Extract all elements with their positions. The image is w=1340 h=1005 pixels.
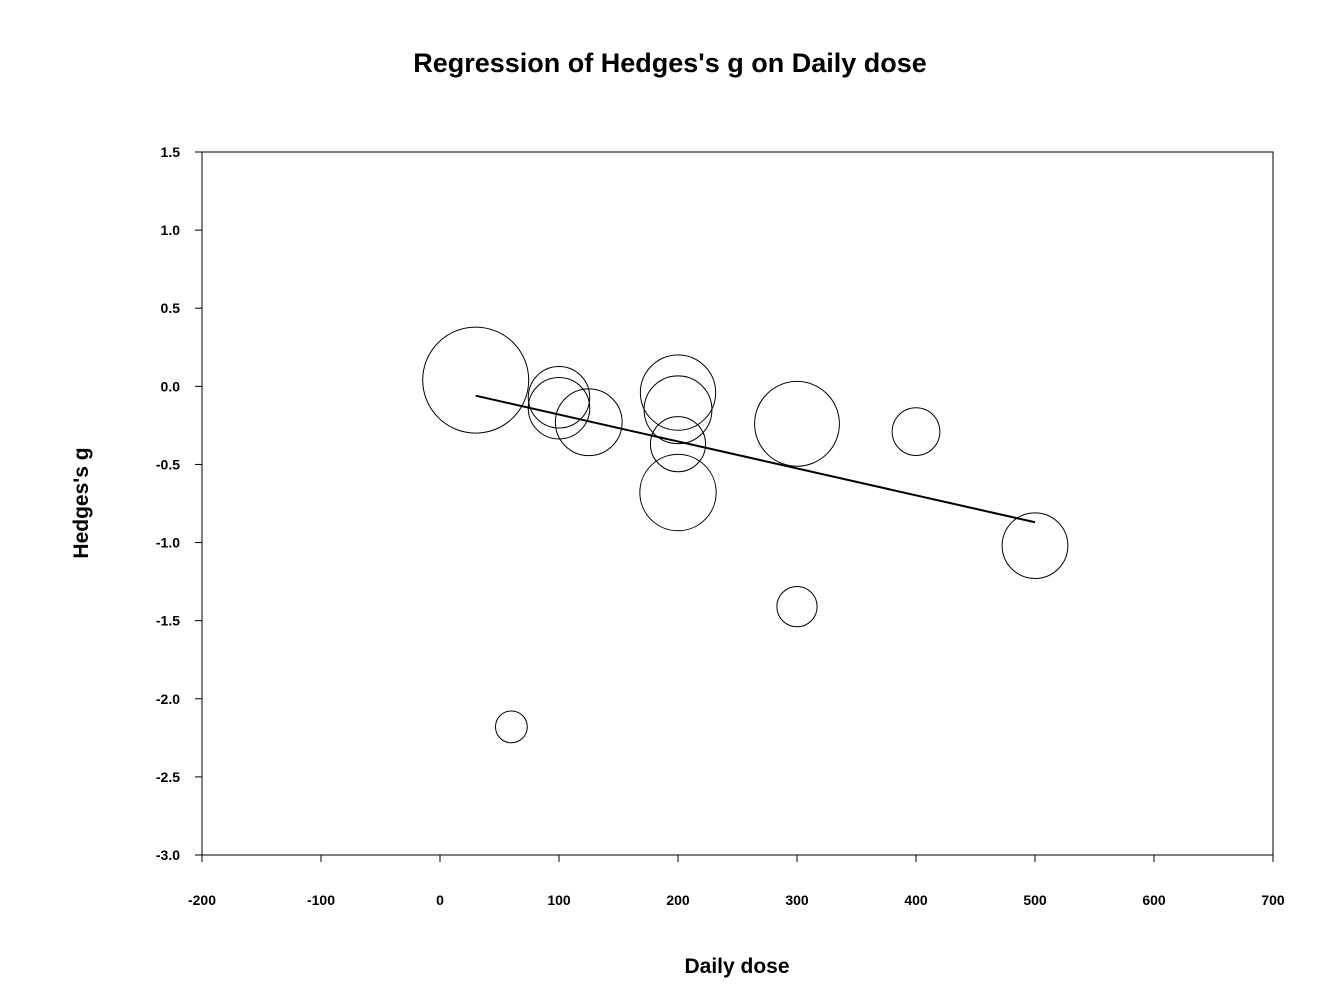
bubble-point-4 (554, 388, 623, 457)
bubble-point-5 (639, 354, 717, 431)
x-tick-label: 300 (785, 892, 809, 908)
chart-title: Regression of Hedges's g on Daily dose (413, 48, 927, 78)
y-tick-label: 1.0 (161, 222, 181, 238)
x-tick-label: 100 (547, 892, 571, 908)
y-tick-label: -2.0 (156, 691, 180, 707)
bubble-point-12 (1001, 512, 1069, 580)
bubble-point-8 (639, 453, 717, 532)
x-tick-label: 200 (666, 892, 690, 908)
x-tick-label: 0 (436, 892, 444, 908)
regression-line (475, 394, 1036, 524)
regression-line-layer (475, 394, 1036, 524)
x-tick-label: 400 (904, 892, 928, 908)
y-tick-label: -1.5 (156, 613, 180, 629)
y-tick-label: -3.0 (156, 847, 180, 863)
bubble-point-6 (643, 375, 713, 445)
x-tick-label: 700 (1261, 892, 1285, 908)
bubble-point-11 (891, 407, 941, 456)
x-tick-label: 600 (1142, 892, 1166, 908)
y-tick-label: -0.5 (156, 456, 180, 472)
y-tick-label: 1.5 (161, 144, 181, 160)
x-tick-label: -100 (307, 892, 335, 908)
plot-frame (201, 151, 1274, 856)
y-tick-label: 0.5 (161, 300, 181, 316)
y-tick-label: -2.5 (156, 769, 180, 785)
x-tick-label: -200 (188, 892, 216, 908)
bubble-point-10 (776, 585, 818, 628)
x-tick-label: 500 (1023, 892, 1047, 908)
bubble-point-1 (495, 710, 528, 744)
axis-ticks: 1.5 1.0 0.5 0.0 -0.5 -1.0 -1.5 -2.0 -2.5 -3.0 -200… (156, 144, 1285, 908)
bubble-point-7 (649, 416, 707, 473)
bubble-point-0 (422, 326, 530, 434)
x-axis-label: Daily dose (684, 955, 790, 978)
y-tick-label: 0.0 (161, 378, 181, 394)
bubble-point-2 (527, 366, 591, 429)
bubble-point-9 (754, 380, 840, 467)
axes-frame (201, 151, 1274, 856)
bubble-series (422, 326, 1069, 744)
y-tick-label: -1.0 (156, 535, 180, 551)
y-axis-label: Hedges's g (70, 447, 93, 559)
